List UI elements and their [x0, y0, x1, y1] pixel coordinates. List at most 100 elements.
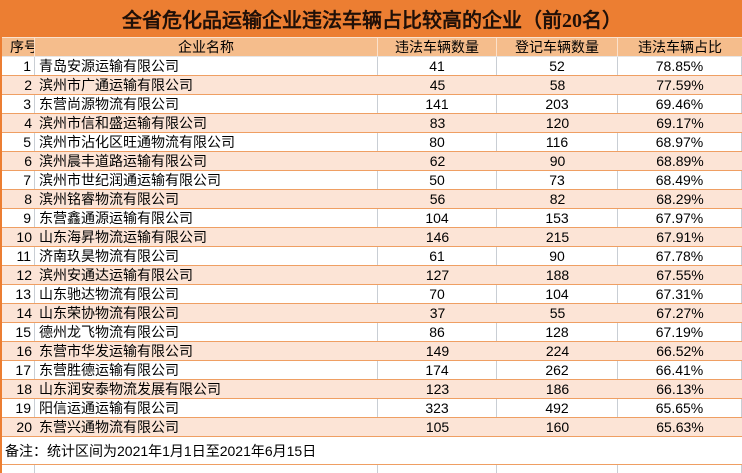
- table-title: 全省危化品运输企业违法车辆占比较高的企业（前20名）: [2, 0, 742, 38]
- violation-count: 146: [425, 229, 450, 245]
- table-row: 17 东营胜德运输有限公司 174 262 66.41%: [2, 361, 742, 380]
- registered-count: 90: [497, 247, 618, 265]
- registered-count: 55: [549, 305, 566, 321]
- violation-count: 104: [378, 209, 497, 227]
- company-name: 济南玖昊物流有限公司: [35, 247, 378, 265]
- company-name: 滨州市信和盛运输有限公司: [39, 115, 207, 131]
- registered-count: 120: [545, 115, 570, 131]
- violation-count: 149: [425, 343, 450, 359]
- row-index: 10: [16, 229, 32, 245]
- registered-count: 203: [497, 95, 618, 113]
- registered-count: 262: [497, 361, 618, 379]
- header-registered-count: 登记车辆数量: [497, 38, 618, 56]
- company-name: 滨州安通达运输有限公司: [39, 267, 193, 283]
- table-row: 5 滨州市沾化区旺通物流有限公司 80 116 68.97%: [2, 133, 742, 152]
- row-index: 4: [24, 115, 32, 131]
- registered-count: 188: [545, 267, 570, 283]
- row-index: 1: [2, 57, 35, 75]
- violation-count: 174: [378, 361, 497, 379]
- violation-count: 41: [378, 57, 497, 75]
- violation-ratio: 67.55%: [656, 267, 704, 283]
- violation-count: 86: [378, 323, 497, 341]
- footnote: 备注：统计区间为2021年1月1日至2021年6月15日: [2, 437, 742, 465]
- registered-count: 215: [545, 229, 570, 245]
- registered-count: 90: [549, 153, 566, 169]
- company-name: 东营胜德运输有限公司: [35, 361, 378, 379]
- row-index: 13: [2, 285, 35, 303]
- header-violation-count: 违法车辆数量: [378, 38, 497, 56]
- table-row: 8 滨州铭睿物流有限公司 56 82 68.29%: [2, 190, 742, 209]
- company-name: 山东驰达物流有限公司: [35, 285, 378, 303]
- row-index: 11: [2, 247, 35, 265]
- row-index: 18: [16, 381, 32, 397]
- registered-count: 160: [545, 419, 570, 435]
- row-index: 15: [2, 323, 35, 341]
- company-name: 青岛安源运输有限公司: [35, 57, 378, 75]
- row-index: 9: [2, 209, 35, 227]
- company-name: 滨州铭睿物流有限公司: [39, 191, 179, 207]
- violation-count: 323: [378, 399, 497, 417]
- row-index: 16: [16, 343, 32, 359]
- violation-ratio: 68.89%: [656, 153, 704, 169]
- violation-count: 105: [425, 419, 450, 435]
- violation-ratio: 67.91%: [656, 229, 704, 245]
- company-name: 东营市华发运输有限公司: [39, 343, 193, 359]
- violation-ratio: 65.65%: [618, 399, 742, 417]
- empty-bottom-row: [2, 465, 742, 473]
- company-name: 东营兴通物流有限公司: [39, 419, 179, 435]
- violation-ratio: 67.19%: [618, 323, 742, 341]
- violation-count: 56: [429, 191, 446, 207]
- table-row: 11 济南玖昊物流有限公司 61 90 67.78%: [2, 247, 742, 266]
- registered-count: 104: [497, 285, 618, 303]
- registered-count: 186: [545, 381, 570, 397]
- violation-count: 62: [429, 153, 446, 169]
- violation-ratio: 69.17%: [656, 115, 704, 131]
- empty-cell: [618, 465, 742, 473]
- row-index: 7: [2, 171, 35, 189]
- row-index: 5: [2, 133, 35, 151]
- table-row: 18 山东润安泰物流发展有限公司 123 186 66.13%: [2, 380, 742, 399]
- table-row: 20 东营兴通物流有限公司 105 160 65.63%: [2, 418, 742, 437]
- violation-count: 141: [378, 95, 497, 113]
- registered-count: 116: [497, 133, 618, 151]
- violation-count: 80: [378, 133, 497, 151]
- registered-count: 73: [497, 171, 618, 189]
- violation-count: 123: [425, 381, 450, 397]
- registered-count: 492: [497, 399, 618, 417]
- violation-ratio: 67.97%: [618, 209, 742, 227]
- table-header-row: 序号 企业名称 违法车辆数量 登记车辆数量 违法车辆占比: [2, 38, 742, 57]
- company-name: 东营鑫通源运输有限公司: [35, 209, 378, 227]
- violation-count: 61: [378, 247, 497, 265]
- table-row: 3 东营尚源物流有限公司 141 203 69.46%: [2, 95, 742, 114]
- table-row: 10 山东海昇物流运输有限公司 146 215 67.91%: [2, 228, 742, 247]
- company-name: 德州龙飞物流有限公司: [35, 323, 378, 341]
- table-row: 6 滨州晨丰道路运输有限公司 62 90 68.89%: [2, 152, 742, 171]
- table-body: 1 青岛安源运输有限公司 41 52 78.85% 2 滨州市广通运输有限公司 45 58 77.…: [2, 57, 742, 437]
- company-name: 阳信运通运输有限公司: [35, 399, 378, 417]
- violation-ratio: 67.78%: [618, 247, 742, 265]
- violation-ratio: 67.31%: [618, 285, 742, 303]
- empty-cell: [35, 465, 378, 473]
- row-index: 19: [2, 399, 35, 417]
- header-violation-ratio: 违法车辆占比: [638, 39, 722, 55]
- company-name: 东营尚源物流有限公司: [35, 95, 378, 113]
- violation-ratio: 67.27%: [656, 305, 704, 321]
- empty-cell: [378, 465, 497, 473]
- header-serial-number: 序号: [2, 38, 35, 56]
- row-index: 14: [16, 305, 32, 321]
- violation-ratio: 65.63%: [656, 419, 704, 435]
- table-row: 7 滨州市世纪润通运输有限公司 50 73 68.49%: [2, 171, 742, 190]
- table-row: 1 青岛安源运输有限公司 41 52 78.85%: [2, 57, 742, 76]
- registered-count: 52: [497, 57, 618, 75]
- table-row: 9 东营鑫通源运输有限公司 104 153 67.97%: [2, 209, 742, 228]
- company-name: 山东海昇物流运输有限公司: [39, 229, 207, 245]
- row-index: 6: [24, 153, 32, 169]
- table-row: 13 山东驰达物流有限公司 70 104 67.31%: [2, 285, 742, 304]
- violation-ratio: 66.13%: [656, 381, 704, 397]
- row-index: 20: [16, 419, 32, 435]
- row-index: 3: [2, 95, 35, 113]
- violation-ratio: 68.49%: [618, 171, 742, 189]
- company-name: 山东润安泰物流发展有限公司: [39, 381, 221, 397]
- company-name: 滨州市广通运输有限公司: [39, 77, 193, 93]
